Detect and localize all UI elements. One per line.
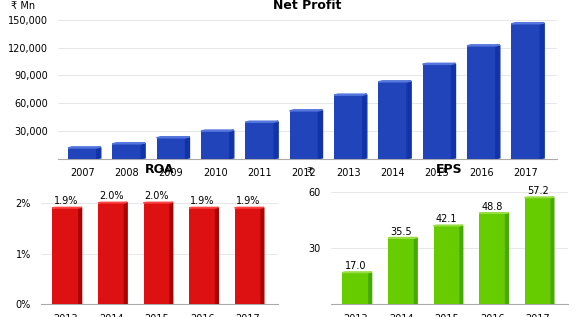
- Bar: [68, 148, 97, 158]
- Polygon shape: [144, 202, 173, 203]
- Polygon shape: [363, 95, 367, 158]
- Polygon shape: [97, 147, 101, 158]
- Text: 57.2: 57.2: [527, 186, 549, 196]
- Title: Net Profit: Net Profit: [273, 0, 342, 11]
- Text: 48.8: 48.8: [481, 202, 503, 212]
- Text: 42.1: 42.1: [436, 214, 458, 224]
- Polygon shape: [415, 238, 417, 304]
- Bar: [479, 213, 506, 304]
- Polygon shape: [68, 147, 101, 148]
- Title: EPS: EPS: [436, 163, 463, 176]
- Polygon shape: [274, 122, 278, 158]
- Polygon shape: [289, 110, 322, 111]
- Polygon shape: [201, 130, 234, 131]
- Polygon shape: [423, 63, 455, 64]
- Polygon shape: [98, 202, 127, 203]
- Bar: [245, 122, 274, 158]
- Text: 2.0%: 2.0%: [144, 191, 169, 201]
- Polygon shape: [388, 237, 417, 238]
- Polygon shape: [434, 225, 463, 226]
- Title: ROA: ROA: [145, 163, 174, 176]
- Polygon shape: [125, 203, 127, 304]
- Bar: [144, 203, 170, 304]
- Polygon shape: [170, 203, 173, 304]
- Bar: [512, 24, 540, 158]
- Text: 2.0%: 2.0%: [99, 191, 124, 201]
- Bar: [113, 144, 141, 158]
- Polygon shape: [451, 64, 455, 158]
- Bar: [334, 95, 363, 158]
- Bar: [189, 208, 216, 304]
- Bar: [378, 82, 407, 158]
- Polygon shape: [407, 81, 411, 158]
- Polygon shape: [79, 208, 82, 304]
- Polygon shape: [186, 137, 190, 158]
- Bar: [289, 111, 318, 158]
- Bar: [467, 46, 496, 158]
- Bar: [235, 208, 261, 304]
- Polygon shape: [460, 225, 463, 304]
- Text: ₹ Mn: ₹ Mn: [10, 1, 35, 11]
- Polygon shape: [551, 197, 554, 304]
- Bar: [342, 273, 369, 304]
- Polygon shape: [378, 81, 411, 82]
- Polygon shape: [245, 121, 278, 122]
- Polygon shape: [113, 143, 145, 144]
- Polygon shape: [342, 272, 372, 273]
- Bar: [52, 208, 79, 304]
- Bar: [98, 203, 125, 304]
- Polygon shape: [496, 45, 500, 158]
- Polygon shape: [157, 137, 190, 138]
- Bar: [525, 198, 551, 304]
- Bar: [157, 138, 186, 158]
- Polygon shape: [334, 94, 367, 95]
- Bar: [423, 64, 451, 158]
- Polygon shape: [261, 208, 264, 304]
- Polygon shape: [235, 207, 264, 208]
- Text: 35.5: 35.5: [390, 227, 412, 236]
- Polygon shape: [369, 272, 372, 304]
- Text: 17.0: 17.0: [345, 261, 367, 271]
- Bar: [201, 131, 230, 158]
- Text: 1.9%: 1.9%: [53, 196, 78, 206]
- Polygon shape: [216, 208, 218, 304]
- Polygon shape: [230, 131, 234, 158]
- Polygon shape: [540, 23, 544, 158]
- Text: ₹: ₹: [307, 167, 313, 178]
- Text: 1.9%: 1.9%: [190, 196, 215, 206]
- Polygon shape: [318, 110, 322, 158]
- Polygon shape: [506, 213, 508, 304]
- Bar: [388, 238, 415, 304]
- Polygon shape: [525, 197, 554, 198]
- Text: 1.9%: 1.9%: [235, 196, 260, 206]
- Polygon shape: [512, 23, 544, 24]
- Polygon shape: [52, 207, 82, 208]
- Bar: [434, 226, 460, 304]
- Polygon shape: [467, 45, 500, 46]
- Polygon shape: [189, 207, 218, 208]
- Polygon shape: [141, 143, 145, 158]
